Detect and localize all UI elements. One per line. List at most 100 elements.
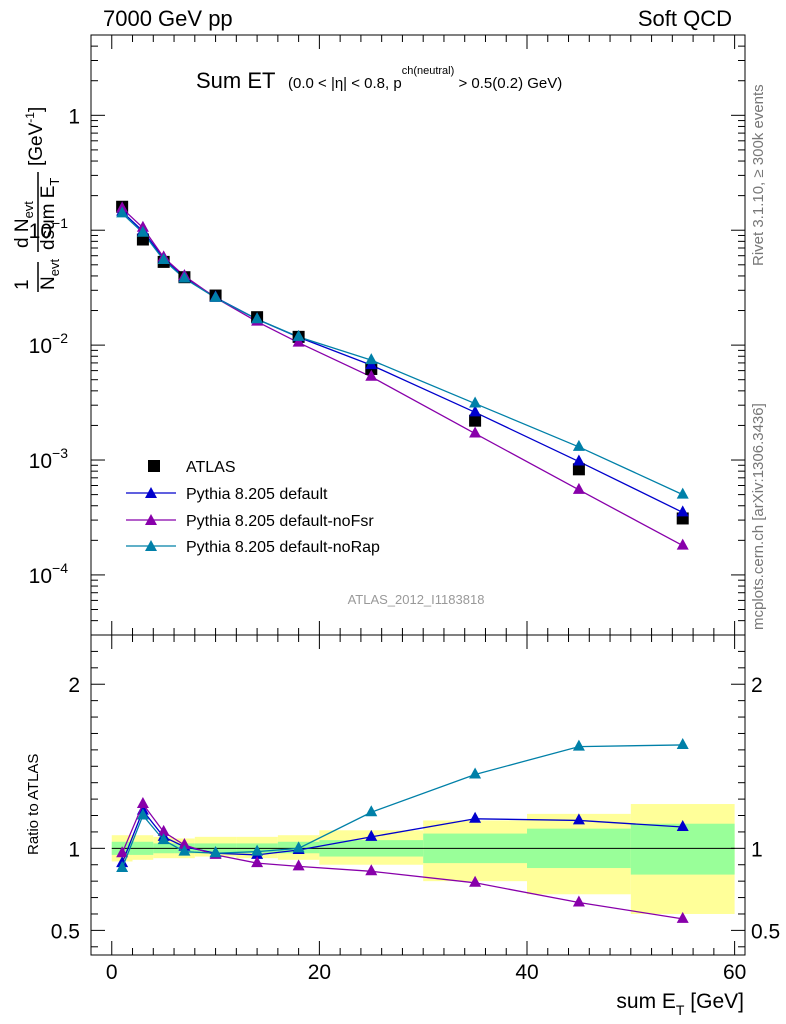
ratio-y-tick-label-left: 0.5	[51, 920, 80, 943]
ratio-y-tick-label-right: 0.5	[751, 920, 780, 943]
mc-data-point	[365, 369, 378, 381]
ratio-data-point	[178, 844, 191, 856]
y-label-unit: [GeV-1]	[23, 107, 47, 166]
mc-data-point	[469, 396, 482, 408]
ratio-data-point	[292, 859, 305, 871]
series-line-3	[121, 212, 683, 496]
legend-nofsr-label: Pythia 8.205 default-noFsr	[186, 513, 374, 530]
y-label-dsum-text: dsum E	[38, 186, 59, 250]
x-tick-label: 60	[723, 961, 746, 984]
main-y-tick-label-exp: −4	[52, 560, 68, 576]
main-y-tick-label-base: 10	[29, 450, 52, 473]
ratio-plot-frame	[90, 634, 746, 956]
x-tick-label: 20	[308, 961, 331, 984]
atlas-data-point	[469, 414, 482, 427]
mc-data-point	[157, 253, 170, 265]
y-label-unit-close: ]	[26, 107, 47, 112]
plot-title-tail: > 0.5(0.2) GeV)	[454, 75, 562, 92]
ratio-data-point	[157, 833, 170, 845]
atlas-data-point	[572, 463, 585, 476]
plot-title-cuts-text: (0.0 < |η| < 0.8, p	[288, 75, 402, 92]
mc-data-point	[178, 271, 191, 283]
main-y-tick-label: 10−2	[29, 330, 69, 358]
ratio-data-point	[676, 820, 689, 831]
main-y-tick-label: 10−3	[29, 445, 69, 473]
series-3	[121, 212, 683, 496]
y-label-dn-sub: evt	[21, 201, 36, 219]
mc-data-point	[676, 538, 689, 550]
ratio-data-point	[116, 861, 129, 873]
energy-label: 7000 GeV pp	[103, 6, 233, 31]
mc-data-point	[676, 487, 689, 499]
main-y-tick-label: 1	[68, 105, 80, 128]
ratio-data-point	[157, 824, 170, 836]
y-label-n-text: N	[38, 276, 59, 290]
main-y-tick-label-exp: −3	[52, 445, 68, 461]
mc-data-point	[676, 505, 689, 517]
ratio-data-point	[365, 805, 378, 817]
ratio-data-point	[469, 811, 482, 823]
x-axis-label-unit: [GeV]	[684, 990, 744, 1013]
ratio-series-1	[116, 797, 689, 923]
legend: ATLAS Pythia 8.205 default Pythia 8.205 …	[126, 459, 380, 556]
ratio-data-point	[572, 895, 585, 907]
analysis-watermark: ATLAS_2012_I1183818	[348, 592, 485, 607]
y-label-one: 1	[12, 279, 33, 290]
ratio-data-point	[365, 829, 378, 841]
ratio-data-point	[676, 911, 689, 923]
mc-data-point	[251, 312, 264, 324]
legend-atlas-label: ATLAS	[186, 459, 236, 476]
y-label-n-sub: evt	[47, 259, 62, 277]
legend-norap-label: Pythia 8.205 default-noRap	[186, 539, 380, 556]
ratio-data-point	[469, 767, 482, 779]
legend-nofsr-marker	[145, 514, 157, 525]
main-y-tick-label-exp: −1	[52, 215, 68, 231]
ratio-data-point	[292, 841, 305, 853]
mc-data-point	[365, 353, 378, 365]
x-axis-label-sub: T	[676, 1002, 685, 1018]
ratio-data-point	[676, 737, 689, 749]
ratio-series-2	[116, 737, 689, 873]
y-axis-label: 1 Nevt d Nevt dsum ET [GeV-1]	[12, 107, 62, 292]
mc-data-point	[572, 482, 585, 494]
y-label-dn: d Nevt	[12, 201, 36, 248]
ratio-data-point	[178, 838, 191, 850]
series-markers-3	[116, 206, 689, 499]
main-y-tick-label-base: 10	[29, 565, 52, 588]
ratio-y-tick-label-left: 2	[68, 674, 80, 697]
mc-data-point	[572, 439, 585, 451]
main-y-tick-label: 10−4	[29, 560, 69, 588]
ratio-data-point	[251, 844, 264, 856]
ratio-data-point	[469, 875, 482, 887]
main-y-tick-label: 10−1	[29, 215, 69, 243]
legend-norap-marker	[145, 540, 157, 551]
main-y-tick-label-base: 10	[29, 220, 52, 243]
legend-default-label: Pythia 8.205 default	[186, 486, 328, 503]
ratio-y-label: Ratio to ATLAS	[25, 754, 42, 855]
legend-atlas-marker	[148, 460, 160, 472]
main-y-tick-label-base: 1	[68, 105, 80, 128]
mc-data-point	[572, 454, 585, 466]
y-label-dn-text: d N	[12, 218, 33, 248]
mc-data-point	[292, 335, 305, 347]
x-axis-label: sum ET [GeV]	[616, 990, 744, 1018]
y-label-dsum: dsum ET	[38, 178, 62, 250]
ratio-data-point	[572, 739, 585, 751]
y-label-n: Nevt	[38, 259, 62, 290]
y-label-unit-exp: -1	[23, 112, 37, 123]
x-tick-label: 40	[515, 961, 538, 984]
x-axis-label-main: sum E	[616, 990, 676, 1013]
plot-title: Sum ET	[196, 68, 275, 93]
mc-data-point	[469, 426, 482, 438]
category-label: Soft QCD	[637, 6, 732, 31]
main-y-tick-label-exp: −2	[52, 330, 68, 346]
plot-title-cuts: (0.0 < |η| < 0.8, pch(neutral) > 0.5(0.2…	[288, 65, 562, 92]
ratio-data-point	[572, 813, 585, 825]
ratio-data-point	[136, 808, 149, 820]
mc-data-point	[136, 225, 149, 237]
mc-data-point	[292, 329, 305, 341]
ratio-data-point	[136, 797, 149, 809]
legend-default-marker	[145, 487, 157, 498]
ratio-data-point	[365, 864, 378, 876]
